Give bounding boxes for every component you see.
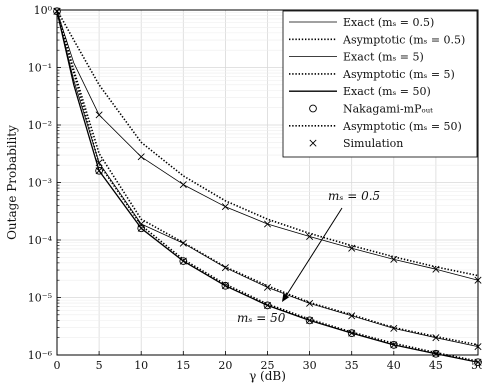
marker-x — [95, 167, 103, 175]
marker-x — [221, 282, 229, 290]
marker-x — [179, 257, 187, 265]
y-tick-label: 10⁻¹ — [28, 62, 52, 75]
marker-circle — [305, 316, 314, 325]
series-line-3 — [56, 9, 479, 346]
marker-x — [306, 232, 314, 241]
marker-x — [179, 239, 187, 247]
y-axis-label: Outage Probability — [5, 125, 19, 240]
marker-x — [263, 220, 272, 228]
marker-x — [263, 301, 272, 309]
marker-x — [474, 358, 482, 366]
marker-x — [432, 265, 440, 273]
legend-swatch — [309, 104, 317, 113]
series-line-0 — [56, 11, 479, 281]
annotation-ms-0-5: mₛ = 0.5 — [328, 189, 380, 203]
marker-x — [137, 153, 145, 161]
annotation-arrowhead — [282, 293, 290, 302]
x-axis-label: γ (dB) — [249, 369, 286, 383]
legend-entry: Asymptotic (mₛ = 0.5) — [342, 33, 465, 46]
legend-entry: Asymptotic (mₛ = 50) — [342, 120, 462, 133]
marker-x — [390, 324, 398, 332]
annotation-arrow — [285, 207, 343, 297]
marker-x — [221, 203, 229, 211]
marker-x — [348, 244, 356, 252]
y-tick-label: 10⁰ — [34, 4, 53, 17]
marker-circle — [347, 329, 356, 337]
x-tick-label: 0 — [54, 359, 61, 372]
y-tick-label: 10⁻² — [28, 119, 52, 132]
annotations: mₛ = 0.5 mₛ = 50 — [237, 189, 380, 325]
series-line-1 — [56, 9, 479, 277]
legend-entry: Exact (mₛ = 5) — [343, 51, 424, 64]
x-tick-label: 20 — [218, 359, 232, 372]
axis-ticks: 0 5 10 15 20 25 30 35 40 45 50 10⁰ 10⁻¹ 10⁻² 10⁻³ 10⁻⁴ 1… — [28, 4, 482, 372]
x-tick-label: 25 — [261, 359, 275, 372]
legend-entry: Exact (mₛ = 50) — [343, 85, 431, 98]
legend: Exact (mₛ = 0.5) Asymptotic (mₛ = 0.5) Exa… — [282, 10, 478, 158]
marker-x — [137, 224, 145, 232]
marker-x — [179, 181, 187, 189]
marker-x — [432, 334, 440, 342]
series-line-4 — [56, 11, 479, 363]
x-tick-label: 45 — [429, 359, 443, 372]
marker-circle — [95, 166, 103, 175]
marker-x — [95, 111, 103, 119]
marker-x — [390, 255, 398, 263]
y-tick-label: 10⁻⁶ — [28, 349, 53, 362]
x-tick-label: 10 — [134, 359, 148, 372]
x-tick-label: 30 — [303, 359, 317, 372]
legend-box — [282, 10, 478, 158]
legend-entry: Exact (mₛ = 0.5) — [343, 16, 434, 29]
marker-circle — [179, 257, 188, 265]
y-tick-label: 10⁻⁴ — [28, 234, 53, 247]
marker-x — [390, 341, 398, 349]
x-tick-label: 15 — [176, 359, 190, 372]
y-tick-label: 10⁻³ — [28, 177, 52, 190]
marker-circle — [474, 358, 482, 367]
marker-x — [95, 159, 103, 167]
x-tick-label: 40 — [387, 359, 401, 372]
legend-entry: Asymptotic (mₛ = 5) — [342, 68, 455, 81]
legend-entry: Nakagami-mPₒᵤₜ — [343, 103, 433, 116]
marker-circle — [389, 341, 398, 349]
marker-x — [221, 264, 229, 272]
x-tick-label: 35 — [345, 359, 359, 372]
marker-x — [348, 329, 356, 337]
marker-circle — [263, 301, 272, 310]
y-tick-label: 10⁻⁵ — [28, 292, 52, 305]
plot-curves — [56, 9, 479, 363]
marker-x — [263, 283, 272, 291]
marker-circle — [221, 281, 230, 290]
marker-x — [306, 316, 314, 324]
legend-swatch — [309, 139, 317, 147]
marker-x — [306, 299, 314, 307]
x-tick-label: 50 — [471, 359, 482, 372]
x-tick-label: 5 — [96, 359, 103, 372]
marker-circle — [432, 349, 440, 358]
marker-x — [348, 312, 356, 320]
annotation-ms-50: mₛ = 50 — [237, 311, 286, 325]
marker-circle — [137, 224, 146, 233]
legend-entry: Simulation — [343, 137, 403, 150]
